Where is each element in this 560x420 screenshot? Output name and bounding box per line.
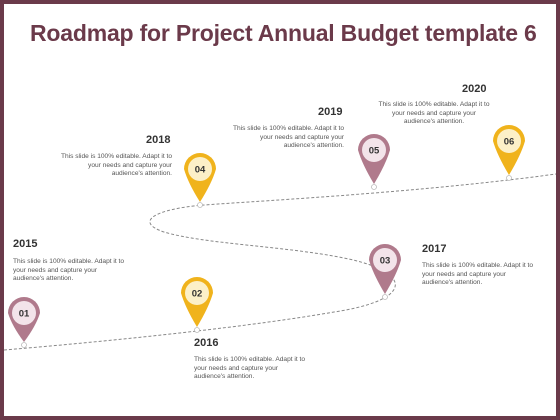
milestone-year-2017: 2017: [422, 243, 447, 255]
milestone-pin-06: 06: [493, 125, 525, 181]
milestone-number-02: 02: [192, 289, 203, 300]
milestone-pin-05: 05: [358, 134, 390, 190]
milestone-number-03: 03: [380, 256, 391, 267]
milestone-year-2018: 2018: [146, 134, 171, 146]
milestone-text-2020: This slide is 100% editable. Adapt it to…: [378, 101, 490, 126]
milestone-text-2019: This slide is 100% editable. Adapt it to…: [232, 125, 344, 150]
milestone-text-2018: This slide is 100% editable. Adapt it to…: [60, 153, 172, 178]
slide: Roadmap for Project Annual Budget templa…: [4, 4, 556, 416]
milestone-pin-03: 03: [369, 244, 401, 300]
milestone-year-2020: 2020: [462, 83, 487, 95]
roadmap-path: 01 02 03 04 05: [4, 125, 556, 351]
milestone-year-2019: 2019: [318, 106, 343, 118]
milestone-pin-01: 01: [8, 297, 40, 348]
milestone-number-04: 04: [195, 165, 206, 176]
milestone-number-05: 05: [369, 146, 380, 157]
milestone-year-2015: 2015: [13, 238, 38, 250]
milestone-text-2016: This slide is 100% editable. Adapt it to…: [194, 356, 306, 381]
milestone-text-2017: This slide is 100% editable. Adapt it to…: [422, 262, 534, 287]
milestone-pin-02: 02: [181, 277, 213, 333]
milestone-year-2016: 2016: [194, 337, 219, 349]
page-title: Roadmap for Project Annual Budget templa…: [30, 20, 537, 46]
milestone-text-2015: This slide is 100% editable. Adapt it to…: [13, 258, 125, 283]
milestone-number-01: 01: [19, 309, 30, 320]
milestone-number-06: 06: [504, 137, 515, 148]
milestone-pin-04: 04: [184, 153, 216, 208]
